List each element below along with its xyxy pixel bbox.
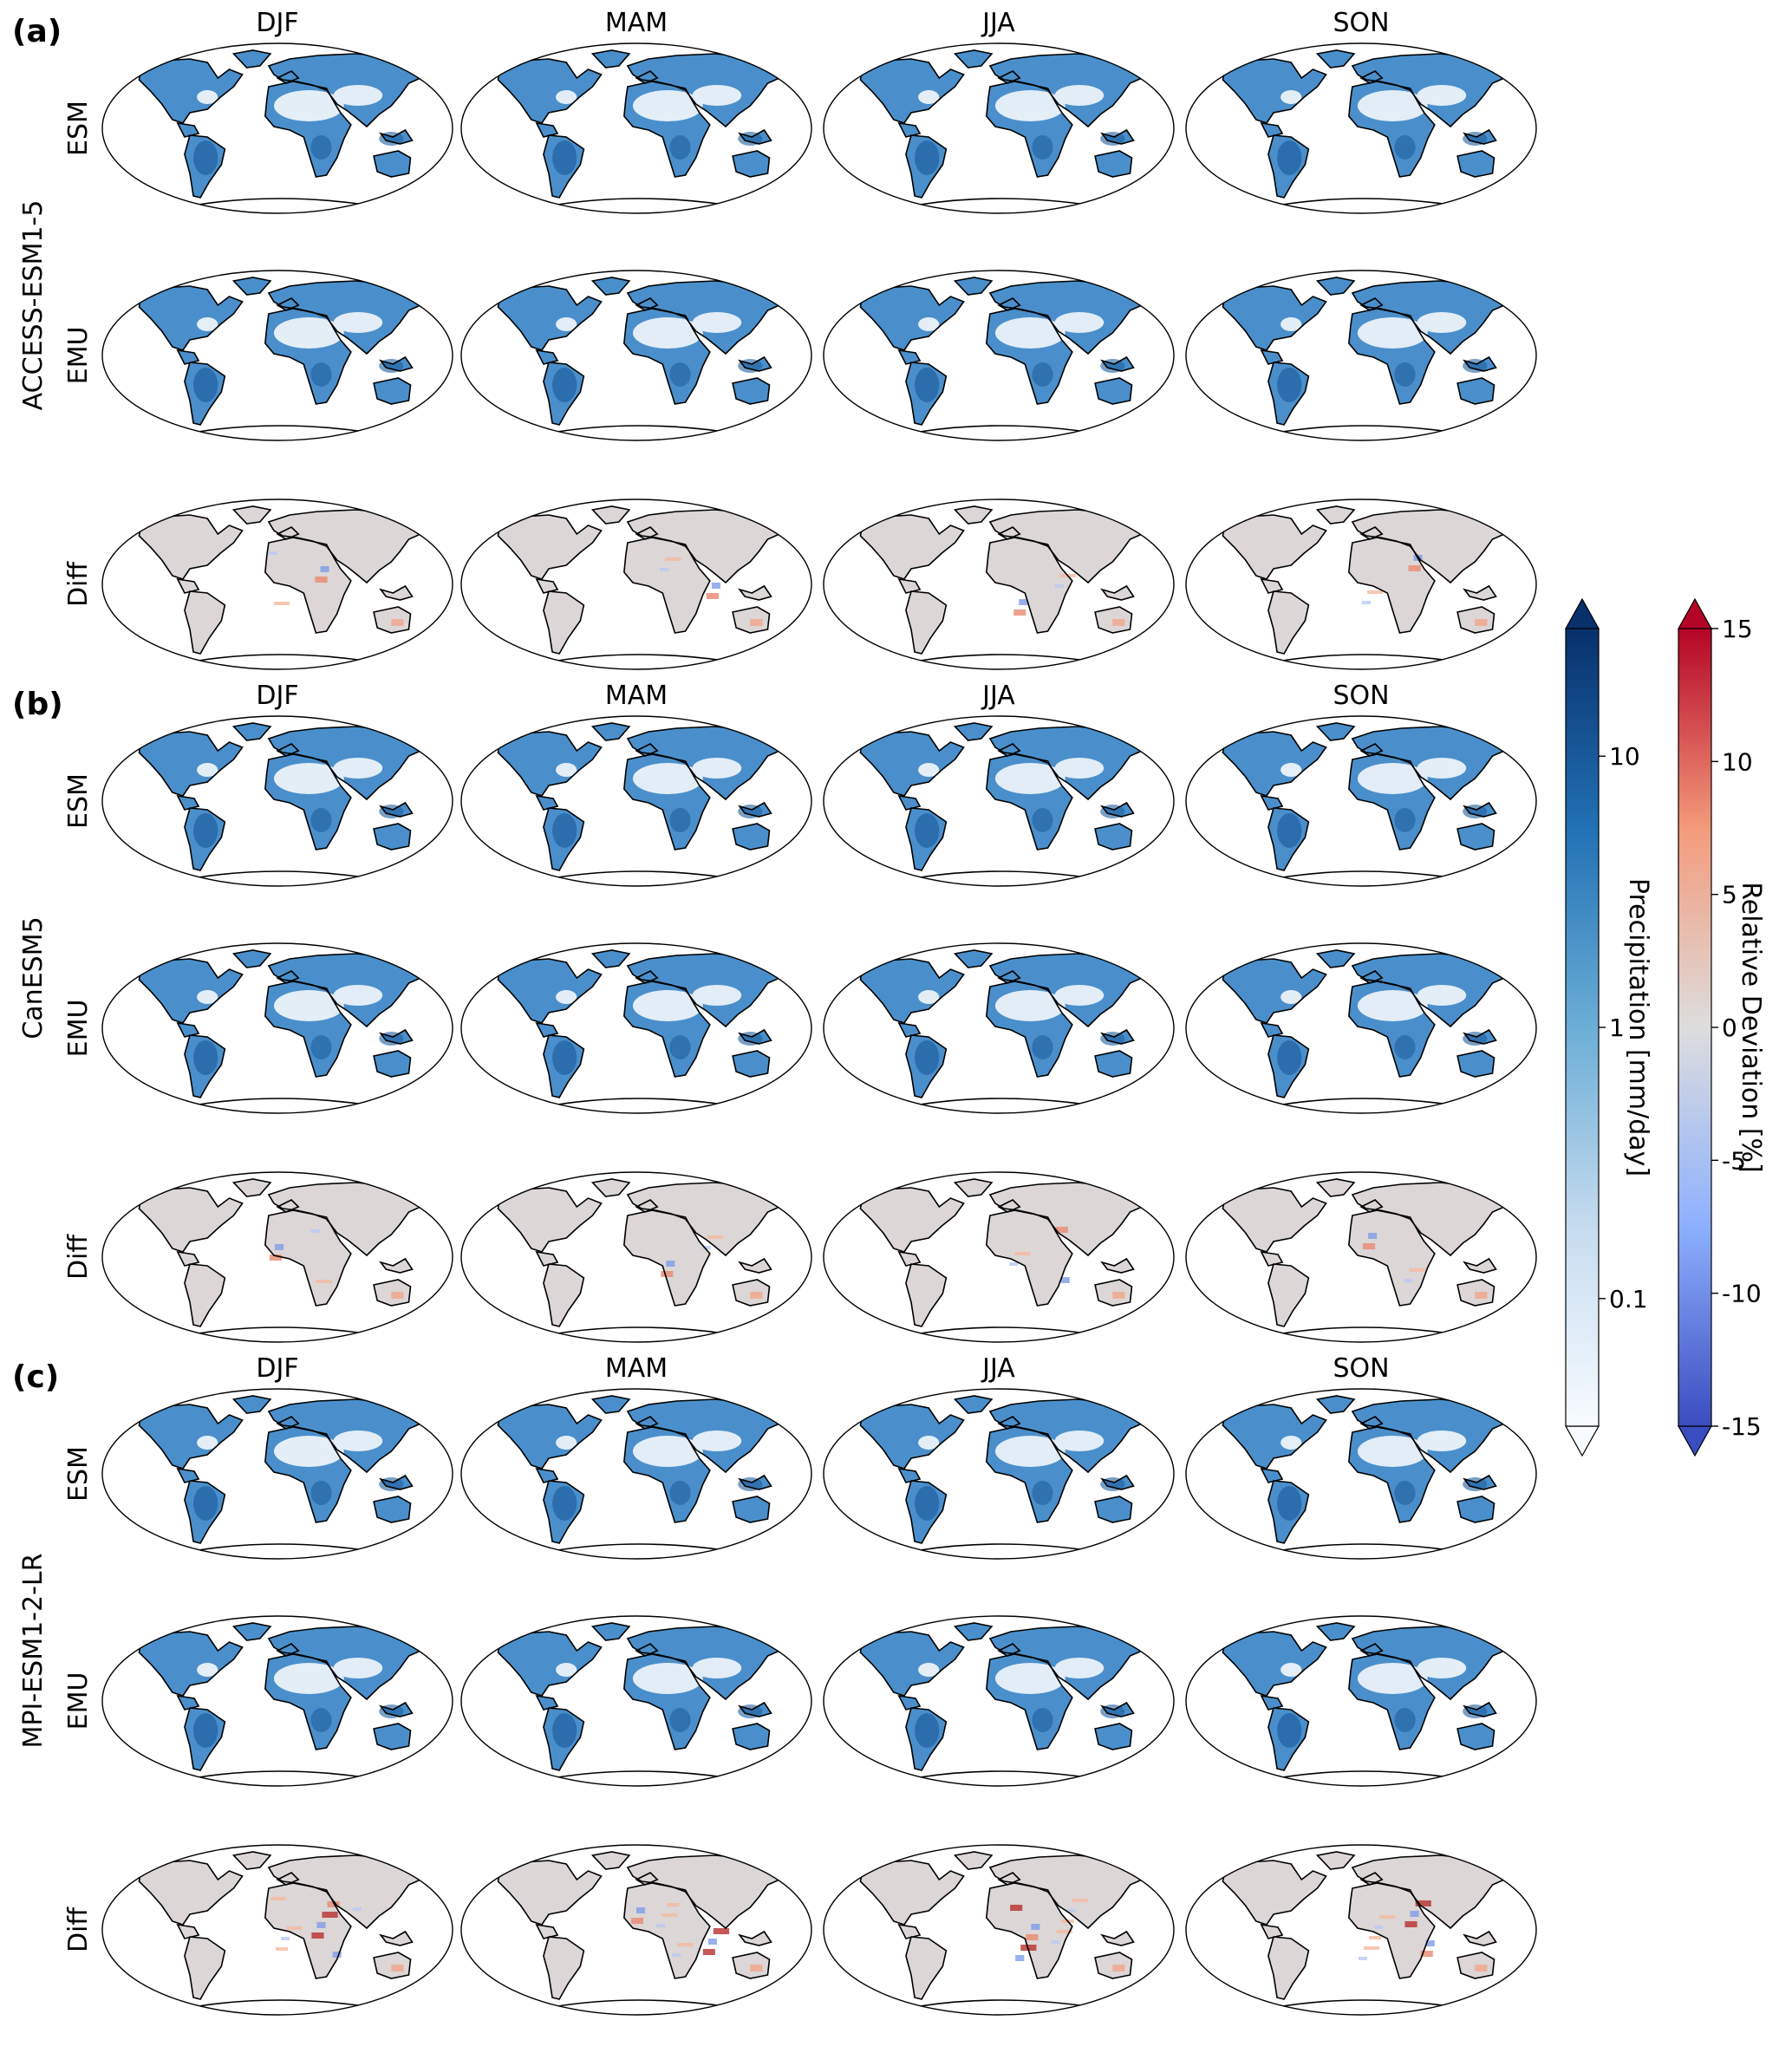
precipitation-map: [460, 715, 812, 887]
precipitation-map: [101, 1615, 453, 1787]
model-name: MPI-ESM1-2-LR: [18, 1554, 49, 1749]
difference-map: [823, 1844, 1175, 2016]
precipitation-map: [1185, 942, 1537, 1114]
row-label: ESM: [63, 773, 94, 829]
season-header: SON: [1333, 8, 1389, 38]
colorbar-tick-label: 5: [1722, 881, 1737, 909]
precipitation-map: [823, 42, 1175, 214]
precipitation-map: [460, 1388, 812, 1560]
precipitation-map: [823, 270, 1175, 441]
season-header: MAM: [605, 8, 668, 38]
season-header: SON: [1333, 1353, 1389, 1384]
model-name: CanESM5: [18, 916, 49, 1039]
difference-map: [823, 1171, 1175, 1343]
season-header: DJF: [256, 8, 298, 38]
colorbar-tick-label: 10: [1722, 747, 1753, 776]
colorbar-tick-label: -15: [1722, 1412, 1762, 1441]
precipitation-map: [460, 1615, 812, 1787]
precipitation-map: [823, 1615, 1175, 1787]
colorbar-label: Relative Deviation [%]: [1736, 882, 1766, 1172]
difference-map: [101, 1171, 453, 1343]
precipitation-map: [823, 1388, 1175, 1560]
row-label: Diff: [63, 561, 94, 607]
difference-map: [460, 1171, 812, 1343]
season-header: DJF: [256, 681, 298, 711]
difference-map: [1185, 1171, 1537, 1343]
precipitation-map: [101, 715, 453, 887]
colorbar-tick-label: 10: [1609, 742, 1640, 771]
row-label: EMU: [63, 327, 94, 385]
precipitation-map: [101, 1388, 453, 1560]
season-header: MAM: [605, 681, 668, 711]
precipitation-map: [823, 942, 1175, 1114]
model-name: ACCESS-ESM1-5: [18, 200, 49, 411]
colorbar-tick-label: 1: [1609, 1013, 1625, 1042]
precipitation-map: [1185, 1615, 1537, 1787]
season-header: JJA: [981, 681, 1015, 711]
row-label: Diff: [63, 1906, 94, 1952]
difference-map: [1185, 1844, 1537, 2016]
season-header: JJA: [981, 1353, 1015, 1384]
precipitation-map: [1185, 1388, 1537, 1560]
colorbar-tick-label: 0.1: [1609, 1285, 1648, 1313]
difference-map: [823, 499, 1175, 670]
season-header: JJA: [981, 8, 1015, 38]
row-label: Diff: [63, 1234, 94, 1280]
season-header: SON: [1333, 681, 1389, 711]
precipitation-map: [1185, 715, 1537, 887]
difference-map: [101, 499, 453, 670]
colorbar-tick-label: 15: [1722, 615, 1753, 643]
season-header: DJF: [256, 1353, 298, 1384]
precipitation-map: [1185, 270, 1537, 441]
precipitation-map: [101, 270, 453, 441]
precipitation-map: [101, 942, 453, 1114]
colorbar-tick-label: 0: [1722, 1013, 1737, 1042]
difference-map: [460, 499, 812, 670]
deviation-colorbar: 15 10 5 0 -5 -10 -15 Relative Deviation [%]: [1677, 597, 1766, 1457]
row-label: ESM: [63, 101, 94, 156]
precipitation-map: [460, 942, 812, 1114]
difference-map: [101, 1844, 453, 2016]
precipitation-map: [101, 42, 453, 214]
row-label: EMU: [63, 1000, 94, 1058]
panel-label: (c): [12, 1359, 59, 1395]
row-label: ESM: [63, 1446, 94, 1502]
precipitation-map: [460, 270, 812, 441]
precipitation-map: [460, 42, 812, 214]
row-label: EMU: [63, 1672, 94, 1730]
difference-map: [460, 1844, 812, 2016]
precipitation-map: [1185, 42, 1537, 214]
precipitation-map: [823, 715, 1175, 887]
colorbar-tick-label: -10: [1722, 1280, 1762, 1308]
difference-map: [1185, 499, 1537, 670]
panel-label: (a): [12, 14, 62, 49]
precipitation-colorbar: 10 1 0.1 Precipitation [mm/day]: [1564, 597, 1653, 1457]
colorbar-tick-label: -5: [1722, 1146, 1746, 1175]
panel-label: (b): [12, 687, 63, 722]
colorbar-label: Precipitation [mm/day]: [1623, 878, 1653, 1176]
season-header: MAM: [605, 1353, 668, 1384]
